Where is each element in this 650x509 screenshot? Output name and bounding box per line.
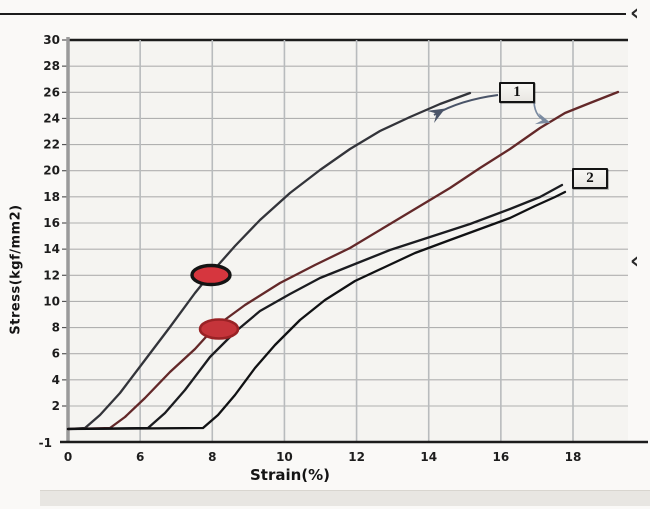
data-curve-curve-2a (66, 183, 564, 431)
arrow-to-curve-1a (427, 94, 499, 124)
edge-chevrons-group: ‹‹ (630, 1, 639, 274)
y-tick-label: 18 (43, 190, 60, 204)
curve-group-1-label: 1 (499, 82, 535, 103)
bottom-edge-bar (40, 490, 650, 506)
y-tick-label: 22 (43, 138, 60, 152)
x-tick-label: 12 (348, 450, 365, 464)
gridlines-group (68, 38, 628, 442)
curve-group-2-label: 2 (572, 168, 608, 189)
y-axis-title: Stress(kgf/mm2) (8, 204, 24, 335)
y-tick-label: 24 (43, 111, 60, 125)
data-curve-curve-1a (66, 91, 472, 431)
y-tick-label: 12 (43, 268, 60, 282)
chevron-left-icon: ‹ (630, 1, 639, 26)
y-tick-label: 14 (43, 242, 60, 256)
annotation-arrows-group (427, 94, 551, 125)
x-tick-label: 8 (208, 450, 216, 464)
y-tick-label: 26 (43, 85, 60, 99)
axes-group (0, 13, 648, 444)
x-tick-label: 14 (420, 450, 437, 464)
y-tick-label: 10 (43, 294, 60, 308)
data-curve-curve-2b (66, 190, 567, 431)
x-tick-label: 6 (136, 450, 144, 464)
chevron-left-icon: ‹ (630, 249, 639, 274)
series-group (66, 90, 620, 431)
x-tick-label: 0 (64, 450, 72, 464)
ellipse-marker-1 (190, 263, 232, 287)
y-tick-label: 20 (43, 164, 60, 178)
x-tick-label: 16 (493, 450, 510, 464)
x-tick-label: 18 (565, 450, 582, 464)
y-tick-label: 4 (52, 373, 60, 387)
arrow-to-curve-1b (533, 101, 551, 125)
y-tick-label: 2 (52, 399, 60, 413)
data-curve-curve-1b (66, 90, 620, 431)
markers-group (190, 263, 240, 340)
ellipse-marker-2 (198, 318, 240, 340)
x-axis-title: Strain(%) (249, 466, 331, 484)
y-tick-label: 30 (43, 33, 60, 47)
x-tick-label: 10 (276, 450, 293, 464)
y-tick-label: 6 (52, 347, 60, 361)
y-tick-label: 28 (43, 59, 60, 73)
y-tick-label: 8 (52, 321, 60, 335)
y-axis-bottom-label: -1 (39, 436, 52, 450)
y-tick-label: 16 (43, 216, 60, 230)
